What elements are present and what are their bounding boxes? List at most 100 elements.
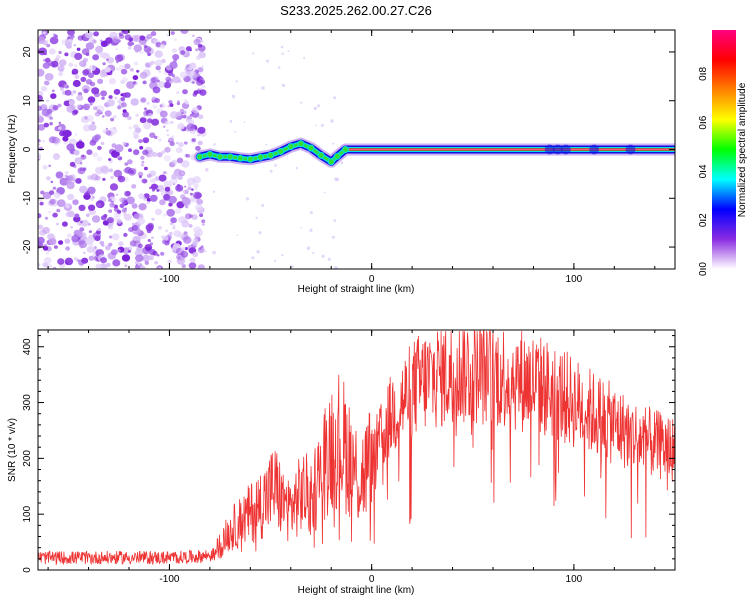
noise-blob: [184, 153, 189, 158]
noise-blob: [181, 160, 190, 168]
noise-blob: [91, 135, 100, 143]
noise-blob: [48, 210, 52, 214]
snr-panel: -100 0 100 0 100 200 300 400 SNR (10 * v/v) Hei…: [7, 329, 676, 596]
noise-blob: [39, 201, 44, 206]
trace-blob: [552, 144, 563, 155]
noise-blob: [100, 215, 107, 221]
noise-blob: [78, 204, 86, 211]
noise-blob: [92, 39, 97, 44]
noise-blob: [81, 154, 85, 158]
noise-blob: [134, 127, 142, 133]
noise-blob: [114, 96, 118, 100]
noise-blob: [82, 57, 89, 63]
noise-blob: [195, 192, 203, 199]
noise-blob: [119, 197, 125, 203]
noise-blob: [49, 198, 56, 205]
noise-blob: [73, 44, 77, 47]
noise-blob: [183, 189, 189, 195]
noise-blob: [139, 51, 144, 55]
noise-blob: [38, 139, 41, 143]
noise-blob: [303, 56, 306, 59]
noise-blob: [256, 250, 260, 254]
noise-blob: [147, 52, 152, 57]
noise-blob: [158, 174, 167, 182]
noise-blob: [141, 160, 145, 164]
noise-blob: [38, 146, 44, 151]
noise-blob: [52, 105, 59, 111]
noise-blob: [176, 100, 180, 103]
y-tick-label: -10: [22, 191, 33, 206]
noise-blob: [144, 244, 153, 251]
noise-blob: [79, 227, 85, 232]
noise-blob: [42, 226, 50, 234]
noise-blob: [46, 99, 50, 103]
noise-blob: [90, 193, 94, 197]
noise-blob: [108, 148, 116, 155]
noise-blob: [64, 238, 71, 244]
noise-blob: [117, 175, 126, 183]
noise-blob: [143, 197, 148, 201]
noise-blob: [193, 183, 199, 189]
noise-blob: [165, 76, 172, 83]
noise-blob: [133, 134, 139, 139]
noise-blob: [42, 245, 49, 251]
noise-blob: [121, 254, 131, 262]
trace-blob: [589, 144, 600, 155]
noise-blob: [146, 33, 153, 40]
noise-blob: [81, 219, 90, 227]
noise-blob: [113, 207, 119, 212]
noise-blob: [186, 177, 196, 186]
noise-blob: [167, 78, 174, 84]
noise-blob: [143, 166, 148, 171]
noise-blob: [114, 54, 124, 62]
noise-blob: [41, 139, 46, 143]
noise-blob: [168, 195, 177, 204]
noise-blob: [125, 93, 130, 98]
noise-blob: [332, 142, 335, 145]
noise-blob: [68, 62, 74, 67]
noise-blob: [80, 220, 83, 224]
noise-blob: [43, 244, 48, 248]
noise-blob: [139, 35, 146, 41]
colorbar-tick-label: 0.4: [698, 164, 709, 178]
noise-blob: [157, 226, 163, 230]
noise-blob: [38, 95, 43, 102]
noise-blob: [164, 146, 171, 153]
noise-blob: [58, 240, 64, 245]
noise-blob: [201, 65, 204, 68]
noise-blob: [48, 238, 57, 246]
noise-blob: [62, 136, 69, 142]
noise-blob: [177, 175, 183, 180]
noise-blob: [159, 110, 168, 118]
noise-blob: [97, 145, 102, 151]
noise-blob: [317, 104, 321, 108]
noise-blob: [149, 132, 156, 138]
noise-blob: [138, 243, 143, 248]
noise-blob: [198, 44, 206, 52]
noise-blob: [121, 208, 127, 213]
noise-blob: [169, 120, 174, 125]
noise-blob: [64, 41, 72, 48]
trace-point: [307, 144, 315, 152]
noise-blob: [192, 251, 199, 258]
noise-blob: [69, 161, 76, 167]
noise-blob: [179, 71, 187, 79]
snr-frame: [37, 329, 676, 571]
noise-blob: [188, 224, 193, 228]
colorbar-ticks: 0.0 0.2 0.4 0.6 0.8: [698, 67, 709, 276]
colorbar-gradient: [712, 30, 736, 269]
noise-blob: [255, 216, 258, 219]
noise-blob: [150, 31, 157, 37]
noise-blob: [195, 145, 201, 151]
noise-blob: [234, 130, 237, 133]
noise-blob: [192, 34, 195, 37]
x-tick-label: 0: [369, 574, 375, 585]
colorbar-tick-label: 0.8: [698, 67, 709, 81]
noise-blob: [191, 81, 195, 84]
noise-blob: [38, 263, 41, 267]
noise-blob: [43, 122, 49, 128]
noise-blob: [164, 120, 170, 125]
noise-blob: [87, 103, 90, 107]
